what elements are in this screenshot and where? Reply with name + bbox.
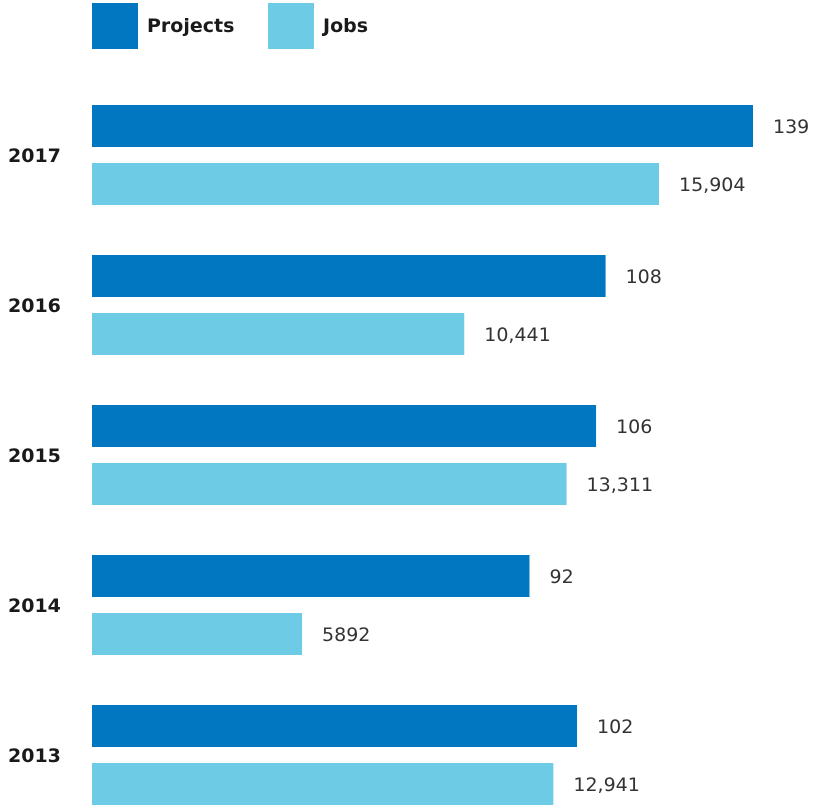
- bar-projects-2014: [92, 555, 530, 597]
- legend-label-jobs: Jobs: [323, 15, 369, 37]
- bar-projects-2015: [92, 405, 597, 447]
- bar-projects-2013: [92, 705, 578, 747]
- legend-swatch-projects: [92, 3, 138, 49]
- bar-jobs-2016: [92, 313, 465, 355]
- value-label-projects-2014: 92: [549, 566, 573, 588]
- bar-projects-2016: [92, 255, 606, 297]
- value-label-jobs-2016: 10,441: [484, 324, 550, 346]
- bar-jobs-2015: [92, 463, 567, 505]
- bar-jobs-2014: [92, 613, 303, 655]
- value-label-projects-2017: 139: [773, 116, 809, 138]
- value-label-jobs-2013: 12,941: [573, 774, 639, 796]
- value-label-projects-2015: 106: [616, 416, 652, 438]
- legend-label-projects: Projects: [147, 15, 235, 37]
- value-label-jobs-2015: 13,311: [587, 474, 653, 496]
- year-label-2013: 2013: [8, 745, 61, 767]
- value-label-projects-2016: 108: [626, 266, 662, 288]
- bar-jobs-2017: [92, 163, 659, 205]
- year-label-2015: 2015: [8, 445, 61, 467]
- value-label-jobs-2014: 5892: [322, 624, 370, 646]
- value-label-jobs-2017: 15,904: [679, 174, 745, 196]
- bar-jobs-2013: [92, 763, 554, 805]
- value-label-projects-2013: 102: [597, 716, 633, 738]
- year-label-2016: 2016: [8, 295, 61, 317]
- legend-swatch-jobs: [268, 3, 314, 49]
- bar-projects-2017: [92, 105, 753, 147]
- year-label-2017: 2017: [8, 145, 61, 167]
- year-label-2014: 2014: [8, 595, 61, 617]
